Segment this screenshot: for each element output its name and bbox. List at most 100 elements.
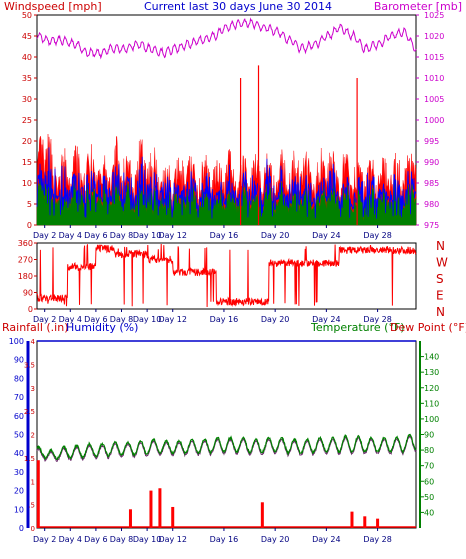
barometer-title: Barometer [mb] xyxy=(374,0,462,13)
wind-y-tick-label: 10 xyxy=(22,179,32,188)
wind-x-tick-label: Day 10 xyxy=(133,231,162,240)
barometer-y-tick-label: 1025 xyxy=(424,11,444,20)
temperature-tick-label: 130 xyxy=(424,368,439,377)
rain-tick-label: 1 xyxy=(31,478,35,486)
barometer-line xyxy=(36,17,417,60)
rain-tick-label: 3.5 xyxy=(24,361,35,369)
barometer-y-tick-label: 1020 xyxy=(424,32,444,41)
windspeed-title: Windspeed [mph] xyxy=(4,0,102,13)
direction-x-tick-label: Day 4 xyxy=(59,315,82,324)
direction-y-tick-label: 180 xyxy=(18,272,33,281)
humidity-tick-label: 70 xyxy=(14,393,24,402)
humidity-tick-label: 90 xyxy=(14,356,24,365)
direction-x-tick-label: Day 6 xyxy=(84,315,107,324)
humidity-tick-label: 80 xyxy=(14,374,24,383)
rain-tick-label: .5 xyxy=(28,502,35,510)
wind-y-tick-label: 20 xyxy=(22,137,32,146)
direction-x-tick-label: Day 10 xyxy=(133,315,162,324)
rain-tick-label: 2.5 xyxy=(24,408,35,416)
rainfall-bar xyxy=(363,516,367,528)
rain-tick-label: 1.5 xyxy=(24,455,35,463)
wind-y-tick-label: 5 xyxy=(27,200,32,209)
temperature-tick-label: 90 xyxy=(424,431,434,440)
rain-x-tick-label: Day 12 xyxy=(158,535,187,544)
barometer-y-tick-label: 975 xyxy=(424,221,439,230)
temperature-tick-label: 70 xyxy=(424,462,434,471)
rain-tick-label: 2 xyxy=(31,432,35,440)
temperature-tick-label: 100 xyxy=(424,415,439,424)
rainfall-bar xyxy=(171,506,175,528)
wind-x-tick-label: Day 12 xyxy=(158,231,187,240)
rain-x-tick-label: Day 10 xyxy=(133,535,162,544)
wind-y-tick-label: 50 xyxy=(22,11,32,20)
humidity-tick-label: 60 xyxy=(14,412,24,421)
barometer-y-tick-label: 1010 xyxy=(424,74,444,83)
humidity-tick-label: 100 xyxy=(9,337,24,346)
temperature-label: Temperature (°F) xyxy=(310,321,405,334)
wind-x-tick-label: Day 24 xyxy=(312,231,341,240)
wind-y-tick-label: 40 xyxy=(22,53,32,62)
wind-x-tick-label: Day 16 xyxy=(210,231,239,240)
humidity-tick-label: 0 xyxy=(19,524,24,533)
rain-x-tick-label: Day 2 xyxy=(33,535,56,544)
direction-x-tick-label: Day 20 xyxy=(261,315,290,324)
rain-x-tick-label: Day 28 xyxy=(363,535,392,544)
humidity-label: Humidity (%) xyxy=(66,321,138,334)
temperature-tick-label: 140 xyxy=(424,353,439,362)
rain-x-tick-label: Day 6 xyxy=(84,535,107,544)
wind-x-tick-label: Day 20 xyxy=(261,231,290,240)
direction-x-tick-label: Day 24 xyxy=(312,315,341,324)
barometer-y-tick-label: 985 xyxy=(424,179,439,188)
wind-y-tick-label: 45 xyxy=(22,32,32,41)
wind-x-tick-label: Day 28 xyxy=(363,231,392,240)
temperature-tick-label: 80 xyxy=(424,446,434,455)
dewpoint-label: Dew Point (°F) xyxy=(390,321,466,334)
rain-x-tick-label: Day 4 xyxy=(59,535,82,544)
barometer-y-tick-label: 980 xyxy=(424,200,439,209)
barometer-y-tick-label: 990 xyxy=(424,158,439,167)
temperature-tick-label: 120 xyxy=(424,384,439,393)
barometer-y-tick-label: 1005 xyxy=(424,95,444,104)
compass-label: W xyxy=(436,256,448,270)
wind-y-tick-label: 35 xyxy=(22,74,32,83)
rain-tick-label: 3 xyxy=(31,385,35,393)
barometer-y-tick-label: 1015 xyxy=(424,53,444,62)
wind-x-tick-label: Day 8 xyxy=(110,231,133,240)
temperature-tick-label: 60 xyxy=(424,477,434,486)
direction-x-tick-label: Day 8 xyxy=(110,315,133,324)
direction-y-tick-label: 270 xyxy=(18,256,33,265)
rainfall-bar xyxy=(376,518,380,528)
temperature-tick-label: 50 xyxy=(424,493,434,502)
compass-label: N xyxy=(436,305,445,319)
barometer-y-tick-label: 995 xyxy=(424,137,439,146)
temperature-tick-label: 40 xyxy=(424,508,434,517)
average-wind-area xyxy=(36,166,417,226)
rainfall-bar xyxy=(350,511,354,528)
rain-tick-label: 0 xyxy=(31,525,35,533)
compass-label: N xyxy=(436,239,445,253)
barometer-y-tick-label: 1000 xyxy=(424,116,444,125)
rainfall-bar xyxy=(158,488,162,528)
rain-panel: 0 10 20 30 40 50 60 70 80 90 100 0 .5 1 1.5 2 2.5 3 3.5 4 40… xyxy=(9,337,440,544)
wind-x-tick-label: Day 6 xyxy=(84,231,107,240)
temperature-tick-label: 110 xyxy=(424,399,439,408)
wind-y-tick-label: 0 xyxy=(27,221,32,230)
wind-direction-line xyxy=(36,243,417,308)
rain-x-tick-label: Day 16 xyxy=(210,535,239,544)
humidity-tick-label: 50 xyxy=(14,431,24,440)
wind-blue-line xyxy=(36,147,417,219)
wind-y-tick-label: 30 xyxy=(22,95,32,104)
humidity-tick-label: 30 xyxy=(14,468,24,477)
wind-x-tick-label: Day 2 xyxy=(33,231,56,240)
rainfall-bar xyxy=(149,490,153,528)
rainfall-label: Rainfall (.in) xyxy=(2,321,69,334)
wind-y-tick-label: 15 xyxy=(22,158,32,167)
direction-x-tick-label: Day 2 xyxy=(33,315,56,324)
temperature-line xyxy=(36,433,417,460)
wind-panel: 0510152025303540455097598098599099510001… xyxy=(22,11,445,240)
rainfall-bar xyxy=(260,502,264,528)
